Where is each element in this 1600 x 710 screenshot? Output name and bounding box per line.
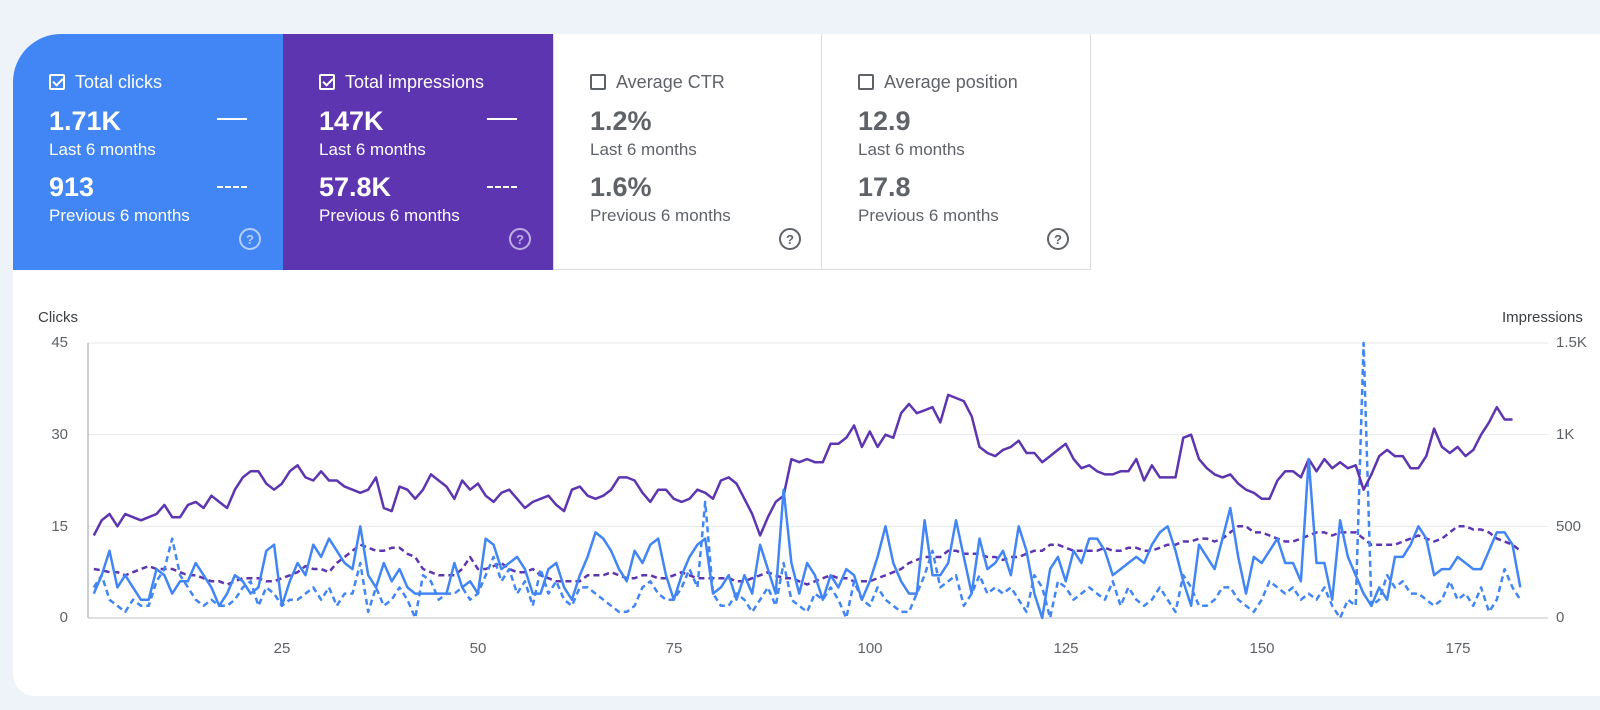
- checkbox-unchecked-icon[interactable]: [590, 74, 606, 90]
- metric-tile-total-clicks[interactable]: Total clicks 1.71K Last 6 months 913 Pre…: [13, 34, 283, 270]
- legend-dashed-line-icon: [217, 186, 247, 188]
- help-icon[interactable]: ?: [779, 228, 801, 250]
- metric-label: Total impressions: [345, 71, 485, 92]
- metric-current-period: Last 6 months: [858, 140, 965, 159]
- x-tick: 50: [469, 640, 487, 657]
- metric-previous-period: Previous 6 months: [858, 206, 999, 225]
- metric-tile-average-position[interactable]: Average position 12.9 Last 6 months 17.8…: [821, 34, 1091, 270]
- x-tick: 100: [857, 640, 883, 657]
- legend-dashed-line-icon: [487, 186, 517, 188]
- x-tick: 150: [1249, 640, 1275, 657]
- metric-previous-value: 17.8: [858, 172, 911, 202]
- metric-current-period: Last 6 months: [319, 140, 426, 159]
- left-y-tick: 15: [51, 518, 68, 535]
- metric-previous-value: 913: [49, 172, 95, 202]
- checkbox-checked-icon[interactable]: [49, 74, 65, 90]
- checkbox-checked-icon[interactable]: [319, 74, 335, 90]
- left-y-tick: 0: [59, 609, 68, 626]
- series-line-total-impressions-current: [92, 393, 1513, 537]
- right-y-tick: 1.5K: [1556, 334, 1587, 351]
- legend-solid-line-icon: [487, 118, 517, 120]
- metric-current-period: Last 6 months: [590, 140, 697, 159]
- help-icon[interactable]: ?: [239, 228, 261, 250]
- series-line-total-clicks-current: [92, 457, 1522, 620]
- metric-tile-total-impressions[interactable]: Total impressions 147K Last 6 months 57.…: [283, 34, 553, 270]
- metric-current-value: 12.9: [858, 106, 911, 136]
- left-y-tick: 30: [51, 426, 68, 443]
- help-icon[interactable]: ?: [1047, 228, 1069, 250]
- series-line-total-impressions-previous: [93, 525, 1522, 586]
- legend-solid-line-icon: [217, 118, 247, 120]
- metric-label: Average CTR: [616, 71, 725, 92]
- metric-label: Total clicks: [75, 71, 163, 92]
- metric-previous-period: Previous 6 months: [319, 206, 460, 225]
- right-y-tick: 500: [1556, 518, 1582, 535]
- metric-previous-period: Previous 6 months: [590, 206, 731, 225]
- metric-current-value: 1.71K: [49, 106, 122, 136]
- left-axis-title: Clicks: [38, 309, 78, 326]
- metric-current-value: 147K: [319, 106, 384, 136]
- metric-previous-value: 57.8K: [319, 172, 392, 202]
- metric-current-value: 1.2%: [590, 106, 652, 136]
- performance-card: Total clicks 1.71K Last 6 months 913 Pre…: [13, 34, 1600, 696]
- help-icon[interactable]: ?: [509, 228, 531, 250]
- series-line-total-clicks-previous: [92, 341, 1522, 620]
- metric-previous-value: 1.6%: [590, 172, 652, 202]
- x-tick: 25: [273, 640, 291, 657]
- x-tick: 75: [665, 640, 683, 657]
- left-y-tick: 45: [51, 334, 68, 351]
- metric-current-period: Last 6 months: [49, 140, 156, 159]
- right-axis-title: Impressions: [1502, 309, 1583, 326]
- metric-previous-period: Previous 6 months: [49, 206, 190, 225]
- checkbox-unchecked-icon[interactable]: [858, 74, 874, 90]
- x-tick: 175: [1445, 640, 1471, 657]
- metric-tile-average-ctr[interactable]: Average CTR 1.2% Last 6 months 1.6% Prev…: [553, 34, 822, 270]
- metric-label: Average position: [884, 71, 1018, 92]
- right-y-tick: 0: [1556, 609, 1565, 626]
- right-y-tick: 1K: [1556, 426, 1575, 443]
- x-tick: 125: [1053, 640, 1079, 657]
